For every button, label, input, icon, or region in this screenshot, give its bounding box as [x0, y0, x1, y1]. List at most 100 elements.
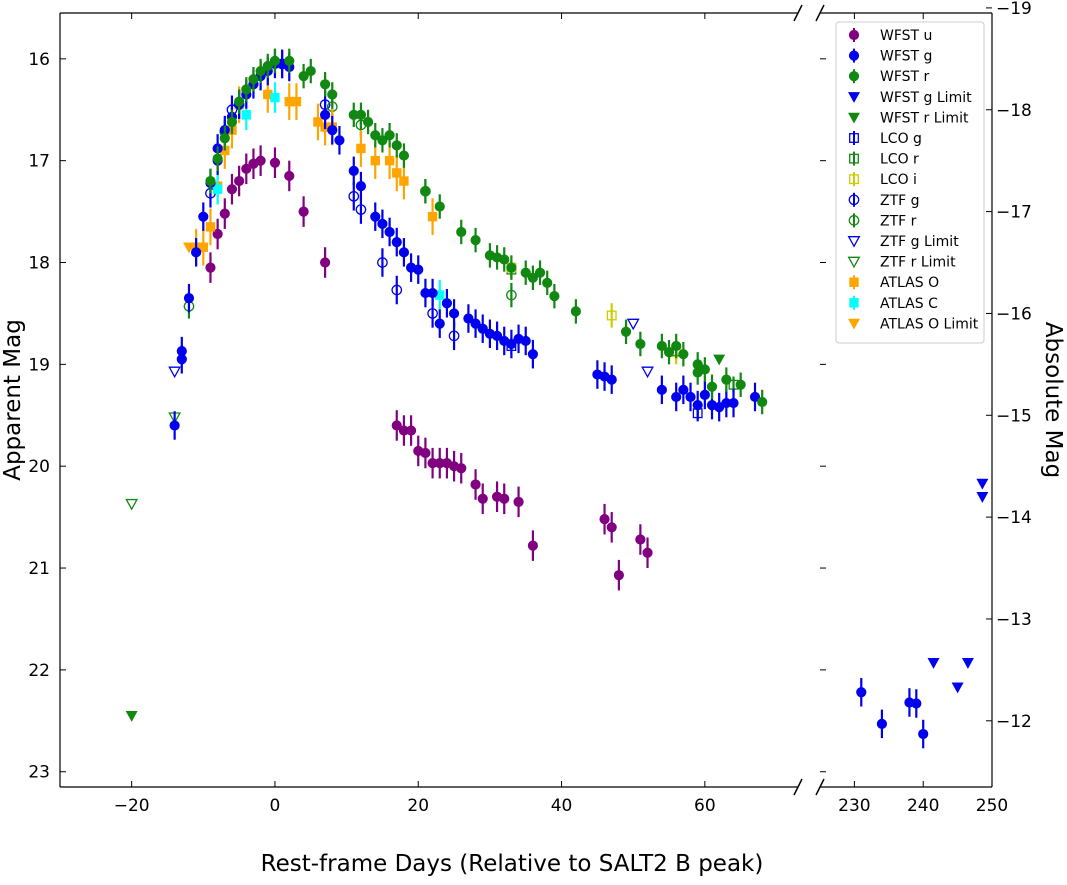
wfst_r-point — [456, 226, 467, 238]
wfst_r-point — [671, 340, 682, 352]
wfst_u-point — [599, 514, 610, 525]
legend-marker — [849, 174, 859, 185]
legend-label: LCO i — [880, 172, 917, 188]
wfst_g-point — [685, 391, 696, 403]
y-tick-label: 16 — [28, 50, 50, 70]
ztf_g_lim-point — [641, 366, 654, 379]
legend-label: WFST r Limit — [880, 110, 969, 126]
wfst_g-point — [876, 718, 888, 729]
break-mark-bottom-right — [815, 778, 825, 796]
legend-label: ZTF g — [880, 193, 920, 209]
legend-marker — [849, 277, 859, 287]
legend-label: ATLAS O Limit — [880, 316, 979, 332]
wfst_g-point — [911, 698, 922, 709]
wfst_u-point — [320, 257, 331, 268]
wfst_r-point — [499, 254, 510, 265]
wfst_g-point — [198, 211, 209, 222]
y-right-tick-label: −15 — [996, 406, 1032, 426]
wfst_g-point — [191, 247, 202, 258]
y-tick-label: 22 — [28, 661, 50, 681]
legend-label: WFST g — [880, 49, 932, 65]
wfst_r-point — [262, 60, 273, 72]
wfst_r-point — [370, 130, 381, 141]
wfst_g-point — [370, 211, 381, 222]
x-tick-label: 20 — [407, 796, 429, 816]
wfst_r-point — [656, 340, 667, 352]
x-tick-label: 40 — [551, 796, 573, 816]
wfst_g-point — [176, 346, 187, 357]
ztf_r-point — [506, 289, 517, 301]
legend-marker — [848, 92, 860, 103]
atlas_o-point — [313, 117, 323, 127]
legend-marker — [848, 71, 860, 82]
ztf_g-point — [391, 284, 403, 296]
wfst_r-point — [269, 55, 281, 66]
wfst_g-point — [384, 226, 395, 238]
series-wfst_u — [205, 145, 653, 591]
y-tick-label: 23 — [28, 763, 50, 783]
legend-box — [835, 21, 985, 344]
wfst_g-point — [183, 293, 195, 304]
wfst_r-point — [470, 235, 481, 246]
x-tick-label: 0 — [270, 796, 281, 816]
legend-label: WFST g Limit — [880, 90, 972, 106]
x-tick-label: −20 — [114, 796, 150, 816]
wfst_u-point — [298, 206, 309, 217]
wfst_g_lim-point — [961, 658, 974, 669]
legend-label: WFST u — [880, 28, 932, 44]
wfst_g-point — [671, 391, 682, 403]
y-right-tick-label: −14 — [996, 508, 1032, 528]
atlas_c-point — [270, 92, 280, 103]
legend-label: ZTF g Limit — [880, 234, 959, 250]
ztf_g-point — [377, 257, 388, 268]
wfst_r-point — [735, 379, 746, 390]
wfst_r-point — [391, 140, 402, 151]
wfst_g-point — [491, 330, 503, 341]
wfst_u-point — [499, 493, 510, 504]
wfst_r-point — [255, 65, 266, 77]
wfst_r-point — [284, 55, 295, 66]
wfst_u-point — [613, 570, 624, 581]
wfst_r-point — [205, 175, 216, 187]
wfst_u-point — [405, 425, 417, 436]
atlas_o-point — [356, 143, 366, 154]
y-right-tick-label: −18 — [996, 101, 1032, 121]
wfst_g-point — [728, 397, 739, 409]
legend-marker — [848, 318, 860, 330]
wfst_r-point — [398, 150, 410, 161]
wfst_r-point — [527, 272, 538, 283]
legend-marker — [848, 112, 860, 124]
legend-marker — [848, 215, 860, 226]
wfst_g_lim-point — [927, 658, 940, 669]
legend-label: ZTF r — [880, 213, 917, 229]
wfst_r-point — [506, 262, 517, 273]
wfst_u-point — [513, 496, 524, 507]
wfst_g-point — [413, 264, 424, 275]
series-atlas_o — [191, 76, 438, 266]
wfst_g-point — [427, 287, 438, 299]
series-atlas_o_lim — [182, 242, 195, 254]
wfst_g-point — [520, 335, 531, 347]
ztf_g-point — [448, 330, 460, 342]
legend-label: ATLAS O — [880, 275, 939, 291]
wfst_r-point — [542, 277, 553, 288]
break-mark-top-right — [815, 4, 825, 22]
wfst_r-point — [298, 71, 309, 82]
ztf_g_lim-point — [168, 366, 182, 379]
legend: WFST u WFST g WFST r WFST g Limit WFST r Lim… — [835, 21, 985, 344]
wfst_g-point — [377, 218, 388, 229]
wfst_g-point — [463, 313, 474, 324]
atlas_o-point — [399, 176, 409, 186]
wfst_g-point — [441, 298, 453, 309]
data-points — [125, 48, 989, 749]
wfst_g-point — [398, 247, 410, 258]
legend-label: LCO g — [880, 131, 922, 147]
wfst_r-point — [219, 133, 230, 144]
series-wfst_g — [169, 49, 929, 749]
wfst_u-point — [456, 463, 467, 474]
ztf_g-point — [427, 308, 438, 319]
atlas_o-point — [198, 242, 209, 252]
wfst_u-point — [241, 163, 252, 174]
wfst_g-point — [699, 389, 710, 401]
